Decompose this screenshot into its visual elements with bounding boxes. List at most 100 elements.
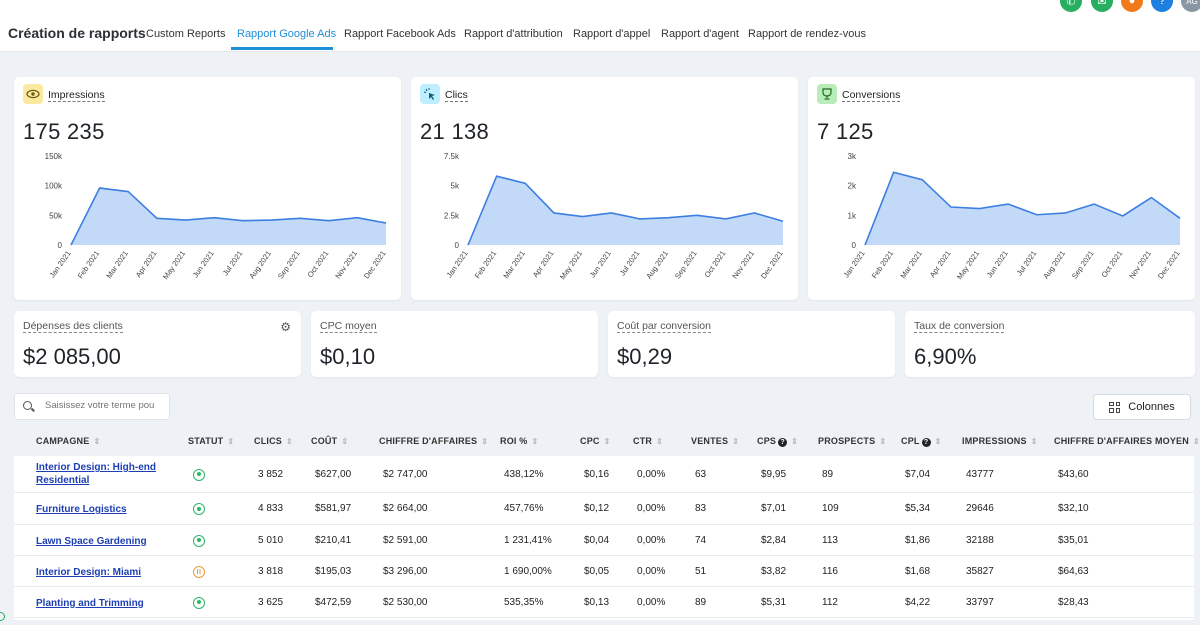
column-header[interactable]: CPC ⇕	[580, 436, 611, 446]
sort-icon[interactable]: ⇕	[1192, 437, 1200, 446]
sort-icon[interactable]: ⇕	[341, 437, 349, 446]
cursor-click-icon	[420, 84, 440, 104]
column-header[interactable]: CHIFFRE D'AFFAIRES ⇕	[379, 436, 488, 446]
avatar[interactable]: AG	[1181, 0, 1200, 12]
column-header[interactable]: PROSPECTS ⇕	[818, 436, 886, 446]
columns-button[interactable]: Colonnes	[1093, 394, 1191, 420]
tab-rendez-vous[interactable]: Rapport de rendez-vous	[748, 28, 867, 40]
column-header[interactable]: CHIFFRE D'AFFAIRES MOYEN ⇕	[1054, 436, 1200, 446]
campaign-link[interactable]: Interior Design: Miami	[36, 566, 142, 578]
columns-button-label: Colonnes	[1128, 401, 1175, 413]
phone-icon[interactable]: ✆	[1060, 0, 1082, 12]
column-header[interactable]: CTR ⇕	[633, 436, 663, 446]
status-active-icon[interactable]	[193, 503, 205, 515]
sort-icon[interactable]: ⇕	[93, 437, 101, 446]
bell-icon[interactable]: ●	[1121, 0, 1143, 12]
campaign-link[interactable]: Planting and Trimming	[36, 597, 144, 609]
column-header[interactable]: IMPRESSIONS ⇕	[962, 436, 1038, 446]
sort-icon[interactable]: ⇕	[227, 437, 235, 446]
table-cell-ctr: 0,00%	[637, 596, 666, 608]
top-header: Création de rapports Custom Reports Rapp…	[0, 0, 1200, 52]
table-cell-impressions: 43777	[966, 468, 994, 480]
table-row: Interior Design: High-end Residential 3 8…	[14, 456, 1194, 493]
table-cell-ca: $3 296,00	[383, 565, 428, 577]
card-title: Clics	[445, 89, 468, 102]
x-tick-label: Jun 2021	[588, 249, 613, 279]
status-paused-icon[interactable]	[193, 565, 205, 578]
column-header[interactable]: CPS? ⇕	[757, 436, 798, 447]
x-tick-label: Sep 2021	[1070, 249, 1096, 280]
campaign-link[interactable]: Lawn Space Gardening	[36, 535, 147, 547]
column-header-label: CLICS	[254, 436, 282, 446]
sort-icon[interactable]: ⇕	[879, 437, 887, 446]
x-tick-label: Aug 2021	[247, 249, 273, 280]
sort-icon[interactable]: ⇕	[934, 437, 942, 446]
sort-icon[interactable]: ⇕	[791, 437, 799, 446]
series-area	[71, 188, 386, 245]
x-tick-label: Oct 2021	[1100, 249, 1125, 279]
x-tick-label: Dec 2021	[362, 249, 388, 280]
tab-attribution[interactable]: Rapport d'attribution	[464, 28, 563, 40]
table-cell-ca-moyen: $43,60	[1058, 468, 1089, 480]
table-cell-ctr: 0,00%	[637, 534, 666, 546]
x-tick-label: Nov 2021	[333, 249, 359, 280]
table-cell-ctr: 0,00%	[637, 565, 666, 577]
column-header[interactable]: ROI % ⇕	[500, 436, 538, 446]
search-input[interactable]	[45, 400, 165, 411]
table-cell-ventes: 74	[695, 534, 707, 546]
status-active-icon[interactable]	[193, 468, 205, 481]
column-header[interactable]: STATUT ⇕	[188, 436, 234, 446]
table-cell-clics: 3 625	[258, 596, 284, 608]
kpi-value: $0,10	[320, 344, 376, 369]
status-dot-icon	[0, 612, 5, 621]
y-tick-label: 100k	[45, 182, 63, 191]
x-tick-label: Jun 2021	[191, 249, 216, 279]
kpi-value: $0,29	[617, 344, 673, 369]
tab-custom-reports[interactable]: Custom Reports	[146, 28, 226, 40]
table-row: Furniture Logistics 4 833 $581,97 $2 664,00…	[14, 493, 1194, 525]
sort-icon[interactable]: ⇕	[732, 437, 740, 446]
column-header[interactable]: VENTES ⇕	[691, 436, 739, 446]
help-icon[interactable]: ?	[778, 438, 788, 447]
grid-icon	[1109, 401, 1121, 413]
x-tick-label: Nov 2021	[730, 249, 756, 280]
table-cell-cout: $581,97	[315, 503, 352, 514]
sort-icon[interactable]: ⇕	[603, 437, 611, 446]
tab-appel[interactable]: Rapport d'appel	[573, 28, 651, 40]
table-cell-ca: $2 664,00	[383, 503, 428, 514]
x-tick-label: Jan 2021	[445, 249, 470, 279]
help-icon[interactable]: ?	[921, 438, 931, 447]
table-cell-prospects: 112	[822, 596, 838, 608]
column-header-label: CPL	[901, 436, 920, 446]
tab-agent[interactable]: Rapport d'agent	[661, 28, 739, 40]
table-row: Lawn Space Gardening 5 010 $210,41 $2 591,0…	[14, 525, 1194, 556]
table-cell-cps: $9,95	[761, 468, 787, 480]
status-active-icon[interactable]	[193, 596, 205, 609]
column-header[interactable]: CAMPAGNE ⇕	[36, 436, 100, 446]
series-line	[864, 171, 1181, 246]
sort-icon[interactable]: ⇕	[286, 437, 293, 446]
tab-google-ads[interactable]: Rapport Google Ads	[237, 28, 337, 40]
x-tick-label: Sep 2021	[276, 249, 302, 280]
campaign-link[interactable]: Interior Design: High-end Residential	[36, 462, 156, 486]
sort-icon[interactable]: ⇕	[656, 437, 664, 446]
column-header-label: CHIFFRE D'AFFAIRES MOYEN	[1054, 436, 1189, 446]
campaign-link[interactable]: Furniture Logistics	[36, 504, 127, 515]
x-tick-label: Mar 2021	[104, 249, 130, 280]
trophy-icon	[817, 84, 837, 104]
status-active-icon[interactable]	[193, 534, 205, 547]
sort-icon[interactable]: ⇕	[1030, 437, 1038, 446]
column-header[interactable]: COÛT ⇕	[311, 436, 348, 446]
sort-icon[interactable]: ⇕	[481, 437, 489, 446]
sort-icon[interactable]: ⇕	[531, 437, 539, 446]
table-cell-ca: $2 530,00	[383, 596, 428, 608]
help-icon[interactable]: ?	[1151, 0, 1173, 12]
table-cell-cpl: $1,86	[905, 534, 931, 546]
column-header-label: STATUT	[188, 436, 224, 446]
column-header[interactable]: CPL? ⇕	[901, 436, 942, 447]
gear-icon[interactable]: ⚙	[280, 320, 291, 334]
column-header-label: CPS	[757, 436, 777, 446]
column-header[interactable]: CLICS ⇕	[254, 436, 293, 446]
tab-facebook-ads[interactable]: Rapport Facebook Ads	[344, 28, 456, 40]
megaphone-icon[interactable]: ✉	[1091, 0, 1113, 12]
